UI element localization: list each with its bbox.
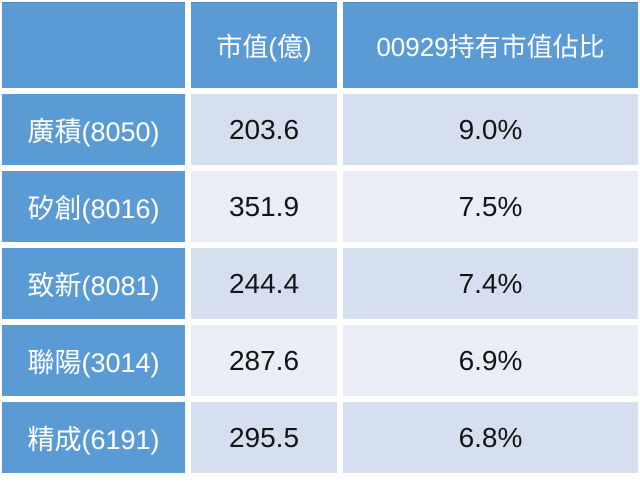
weight-cell: 6.9% — [343, 325, 638, 396]
row-header-stock: 廣積(8050) — [2, 94, 185, 165]
weight-cell: 7.5% — [343, 171, 638, 242]
holdings-table: 市值(億) 00929持有市值佔比 廣積(8050) 203.6 9.0% 矽創… — [2, 2, 638, 473]
market-cap-cell: 244.4 — [191, 248, 337, 319]
row-header-stock: 聯陽(3014) — [2, 325, 185, 396]
market-cap-cell: 295.5 — [191, 402, 337, 473]
weight-cell: 7.4% — [343, 248, 638, 319]
market-cap-cell: 203.6 — [191, 94, 337, 165]
row-header-stock: 致新(8081) — [2, 248, 185, 319]
column-header-market-cap: 市值(億) — [191, 2, 337, 88]
weight-cell: 6.8% — [343, 402, 638, 473]
row-header-stock: 精成(6191) — [2, 402, 185, 473]
market-cap-cell: 287.6 — [191, 325, 337, 396]
row-header-stock: 矽創(8016) — [2, 171, 185, 242]
weight-cell: 9.0% — [343, 94, 638, 165]
column-header-weight: 00929持有市值佔比 — [343, 2, 638, 88]
corner-cell — [2, 2, 185, 88]
market-cap-cell: 351.9 — [191, 171, 337, 242]
